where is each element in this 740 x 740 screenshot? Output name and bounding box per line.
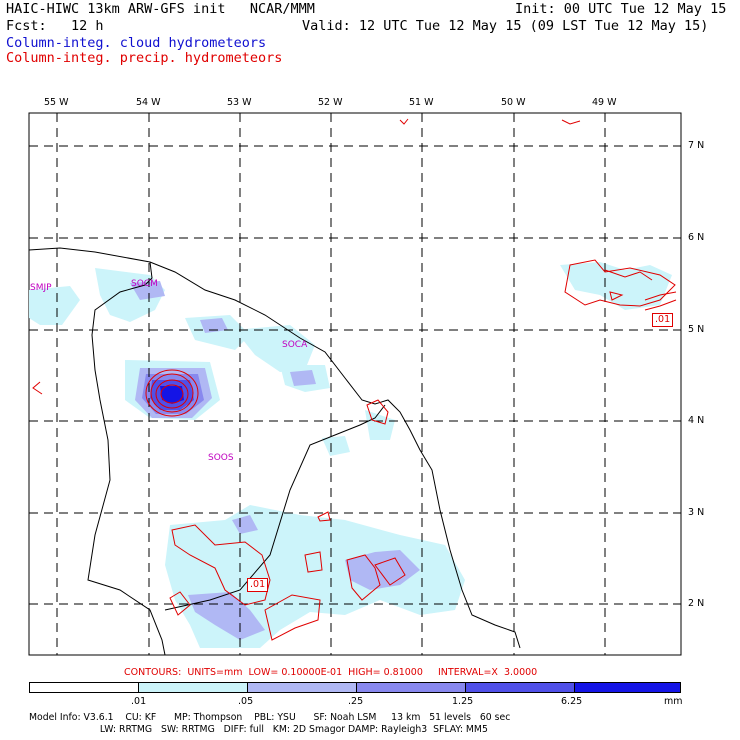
lat-label: 4 N — [688, 415, 705, 426]
lon-label: 51 W — [409, 97, 434, 108]
legend-units: mm — [664, 696, 683, 707]
station-label: SMJP — [30, 283, 52, 293]
lat-label: 3 N — [688, 507, 705, 518]
contour-label: .01 — [652, 313, 674, 327]
legend-swatch — [247, 682, 357, 693]
lat-label: 7 N — [688, 140, 705, 151]
lat-label: 6 N — [688, 232, 705, 243]
lon-label: 49 W — [592, 97, 617, 108]
contour-label: .01 — [247, 578, 269, 592]
legend-tick: 1.25 — [452, 696, 474, 707]
forecast-hour: Fcst: 12 h — [6, 18, 104, 34]
init-time: Init: 00 UTC Tue 12 May 15 — [515, 1, 727, 17]
legend-tick: 6.25 — [561, 696, 583, 707]
lon-label: 50 W — [501, 97, 526, 108]
legend-swatch — [138, 682, 248, 693]
lon-label: 52 W — [318, 97, 343, 108]
precip-field-label: Column-integ. precip. hydrometeors — [6, 50, 283, 66]
frame-ticks — [56, 113, 681, 605]
legend-tick: .25 — [348, 696, 364, 707]
legend-swatch — [574, 682, 681, 693]
station-label: SOCA — [282, 340, 308, 350]
legend-swatch — [356, 682, 466, 693]
lon-label: 54 W — [136, 97, 161, 108]
coastline — [28, 247, 521, 656]
lat-label: 5 N — [688, 324, 705, 335]
legend-swatch — [465, 682, 575, 693]
valid-time: Valid: 12 UTC Tue 12 May 15 (09 LST Tue … — [302, 18, 709, 34]
contours-info: CONTOURS: UNITS=mm LOW= 0.10000E-01 HIGH… — [124, 667, 538, 678]
station-label: SOCM — [131, 279, 158, 289]
cloud-field-label: Column-integ. cloud hydrometeors — [6, 35, 267, 51]
precip-contours — [32, 118, 677, 641]
lon-label: 55 W — [44, 97, 69, 108]
lon-label: 53 W — [227, 97, 252, 108]
plot-title: HAIC-HIWC 13km ARW-GFS init NCAR/MMM — [6, 1, 315, 17]
legend-tick: .05 — [238, 696, 254, 707]
lat-label: 2 N — [688, 598, 705, 609]
graticule — [29, 113, 681, 655]
legend-tick: .01 — [131, 696, 147, 707]
model-info-line2: LW: RRTMG SW: RRTMG DIFF: full KM: 2D Sm… — [29, 724, 488, 735]
legend-swatch — [29, 682, 139, 693]
station-label: SOOS — [208, 453, 234, 463]
model-info-line1: Model Info: V3.6.1 CU: KF MP: Thompson P… — [29, 712, 511, 723]
